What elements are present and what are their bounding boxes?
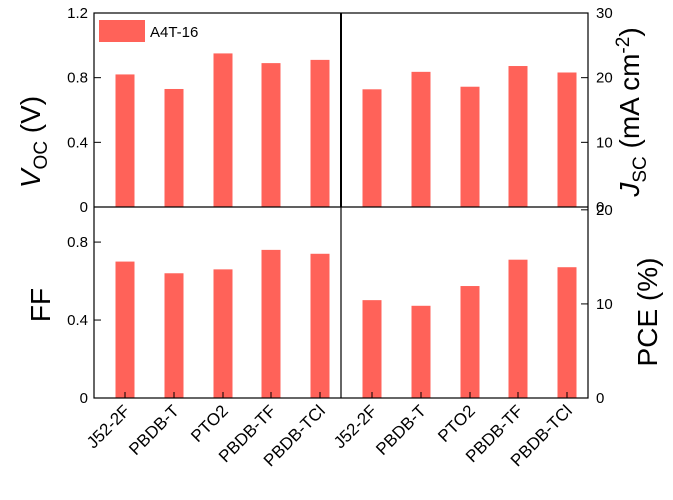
y-tick-label-top-left: 0.4 bbox=[67, 134, 88, 151]
y-tick-label-top-right: 30 bbox=[596, 5, 613, 22]
x-tick-label-bottom-left-pto2: PTO2 bbox=[187, 401, 232, 446]
y-tick-label-top-left: 0.8 bbox=[67, 70, 88, 87]
y-tick-label-bottom-left: 0 bbox=[80, 390, 88, 407]
y-axis-title-pce: PCE (%) bbox=[632, 258, 663, 367]
bar-bottom-right-pbdb-tcl bbox=[557, 267, 577, 398]
y-tick-label-bottom-left: 0.8 bbox=[67, 234, 88, 251]
y-tick-label-bottom-right: 0 bbox=[596, 390, 604, 407]
legend-swatch bbox=[99, 20, 145, 42]
bar-top-left-j52-2f bbox=[115, 74, 135, 207]
x-tick-label-bottom-right-pbdb-t: PBDB-T bbox=[372, 401, 430, 459]
bar-bottom-left-j52-2f bbox=[115, 261, 135, 398]
y-tick-label-top-right: 20 bbox=[596, 70, 613, 87]
x-tick-label-bottom-right-pto2: PTO2 bbox=[434, 401, 479, 446]
bar-top-left-pbdb-tf bbox=[261, 63, 281, 207]
bar-top-left-pbdb-t bbox=[164, 88, 184, 207]
x-tick-label-bottom-left-pbdb-t: PBDB-T bbox=[125, 401, 183, 459]
y-tick-label-bottom-right: 10 bbox=[596, 296, 613, 313]
bar-top-right-pbdb-tf bbox=[508, 66, 528, 207]
y-axis-title-voc: VOC (V) bbox=[15, 96, 52, 188]
legend-label: A4T-16 bbox=[150, 24, 198, 41]
bar-bottom-left-pto2 bbox=[213, 269, 233, 398]
y-tick-label-top-right: 10 bbox=[596, 134, 613, 151]
y-tick-label-top-left: 1.2 bbox=[67, 5, 88, 22]
bar-top-right-pbdb-tcl bbox=[557, 72, 577, 207]
bar-bottom-right-pbdb-tf bbox=[508, 259, 528, 398]
bar-top-right-pto2 bbox=[460, 86, 480, 207]
bar-bottom-right-pto2 bbox=[460, 286, 480, 398]
y-tick-label-top-left: 0 bbox=[80, 199, 88, 216]
bar-bottom-right-j52-2f bbox=[362, 300, 382, 398]
bar-bottom-left-pbdb-tcl bbox=[310, 253, 330, 398]
y-axis-title-jsc: JSC (mA cm-2) bbox=[613, 27, 651, 197]
bar-top-right-j52-2f bbox=[362, 89, 382, 207]
y-tick-label-top-right: 0 bbox=[596, 199, 604, 216]
bar-bottom-right-pbdb-t bbox=[411, 305, 431, 398]
bar-bottom-left-pbdb-t bbox=[164, 273, 184, 398]
y-axis-title-ff: FF bbox=[25, 288, 56, 322]
y-tick-label-bottom-right: 20 bbox=[596, 202, 613, 219]
bar-bottom-left-pbdb-tf bbox=[261, 249, 281, 398]
y-tick-label-bottom-left: 0.4 bbox=[67, 312, 88, 329]
bar-top-right-pbdb-t bbox=[411, 71, 431, 207]
bar-top-left-pto2 bbox=[213, 53, 233, 207]
bar-top-left-pbdb-tcl bbox=[310, 59, 330, 208]
